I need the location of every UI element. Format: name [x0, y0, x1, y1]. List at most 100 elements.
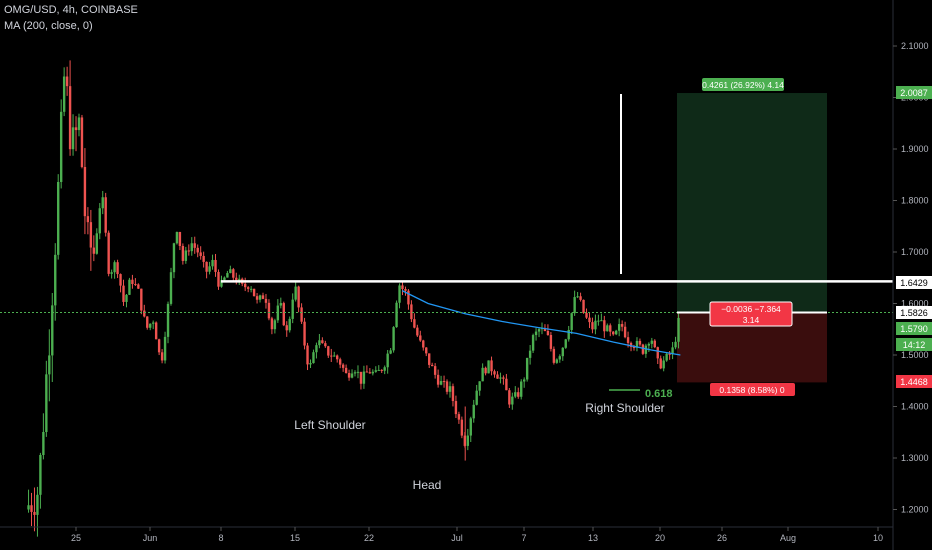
candle-body: [143, 310, 146, 317]
candle-body: [208, 266, 211, 272]
candle-body: [279, 303, 283, 306]
candle-body: [77, 117, 81, 131]
y-tick-label: 1.4000: [901, 402, 929, 412]
candle-body: [371, 371, 375, 374]
candle-body: [647, 343, 651, 346]
candle-body: [267, 302, 271, 319]
candle-body: [350, 373, 354, 378]
candle-body: [445, 381, 449, 392]
candle-body: [600, 320, 603, 322]
candle-body: [558, 356, 562, 360]
candle-body: [338, 359, 342, 365]
candle-body: [119, 274, 122, 286]
candle-body: [626, 337, 630, 343]
candle-body: [312, 352, 315, 364]
candle-body: [309, 363, 312, 365]
candle-body: [166, 303, 170, 337]
candle-body: [315, 345, 318, 353]
candle-body: [300, 307, 303, 322]
candle-body: [330, 355, 333, 357]
target-price-badge-text: 2.0087: [900, 88, 928, 98]
candle-body: [425, 347, 428, 354]
candle-body: [243, 283, 247, 288]
x-tick-label: 15: [290, 533, 300, 543]
candle-body: [205, 261, 208, 272]
candle-body: [395, 302, 398, 328]
candle-body: [297, 286, 300, 308]
candle-body: [585, 312, 588, 318]
stop-label-box[interactable]: [710, 383, 795, 396]
symbol-title[interactable]: OMG/USD, 4h, COINBASE: [4, 4, 138, 16]
candle-body: [410, 304, 413, 320]
candle-body: [324, 343, 327, 347]
candle-body: [522, 379, 526, 382]
candle-body: [508, 390, 511, 405]
x-tick-label: Jun: [143, 533, 158, 543]
candle-body: [591, 322, 594, 330]
candle-body: [623, 326, 627, 338]
candle-body: [217, 271, 220, 287]
candle-body: [318, 340, 321, 346]
position-zones: [677, 93, 827, 383]
candle-body: [517, 392, 520, 397]
indicator-legend[interactable]: MA (200, close, 0): [4, 20, 93, 32]
candle-body: [175, 232, 179, 244]
candle-body: [677, 317, 680, 342]
candle-body: [448, 386, 452, 392]
candle-body: [460, 419, 464, 436]
candle-body: [356, 371, 360, 373]
candle-body: [270, 318, 274, 330]
candle-body: [306, 345, 309, 365]
candle-body: [181, 245, 185, 261]
candle-body: [644, 345, 648, 354]
stop-price-badge-text: 1.4468: [900, 377, 928, 387]
candle-body: [125, 294, 128, 302]
candle-body: [122, 285, 125, 302]
candle-body: [392, 327, 395, 351]
candle-body: [638, 340, 642, 345]
candle-body: [404, 289, 407, 291]
candle-body: [95, 233, 98, 254]
candle-body: [160, 352, 164, 361]
candle-body: [528, 350, 532, 358]
candle-body: [472, 404, 475, 419]
candle-body: [285, 325, 288, 331]
candle-body: [481, 367, 484, 382]
candle-body: [104, 197, 107, 233]
candle-body: [33, 511, 36, 515]
candle-body: [336, 355, 339, 360]
candle-body: [386, 353, 389, 368]
candle-body: [561, 347, 564, 357]
candle-body: [668, 353, 671, 355]
candle-body: [59, 111, 63, 182]
candle-body: [80, 117, 84, 168]
candle-body: [436, 374, 440, 385]
candle-body: [226, 273, 229, 278]
candle-body: [353, 372, 357, 374]
candle-body: [146, 316, 149, 328]
candle-body: [151, 322, 155, 324]
candle-body: [484, 367, 487, 374]
candle-body: [430, 364, 434, 367]
candle-body: [475, 390, 478, 405]
current-label-box[interactable]: [709, 301, 793, 327]
entry-price-badge-text: 1.5826: [900, 308, 928, 318]
candle-body: [321, 340, 324, 344]
candle-body: [620, 324, 624, 327]
target-label: 0.4261 (26.92%) 4.14: [702, 80, 784, 90]
candle-body: [163, 336, 167, 361]
candle-body: [597, 320, 600, 322]
candle-body: [211, 259, 214, 267]
candle-body: [341, 364, 345, 368]
candle-body: [570, 313, 573, 330]
x-tick-label: 13: [588, 533, 598, 543]
x-tick-label: Aug: [780, 533, 796, 543]
candle-body: [555, 359, 559, 363]
candle-body: [543, 328, 547, 331]
candle-body: [383, 367, 386, 371]
candle-body: [374, 370, 377, 372]
candle-body: [493, 371, 496, 375]
x-tick-label: 25: [71, 533, 81, 543]
target-label-box[interactable]: [702, 78, 784, 91]
